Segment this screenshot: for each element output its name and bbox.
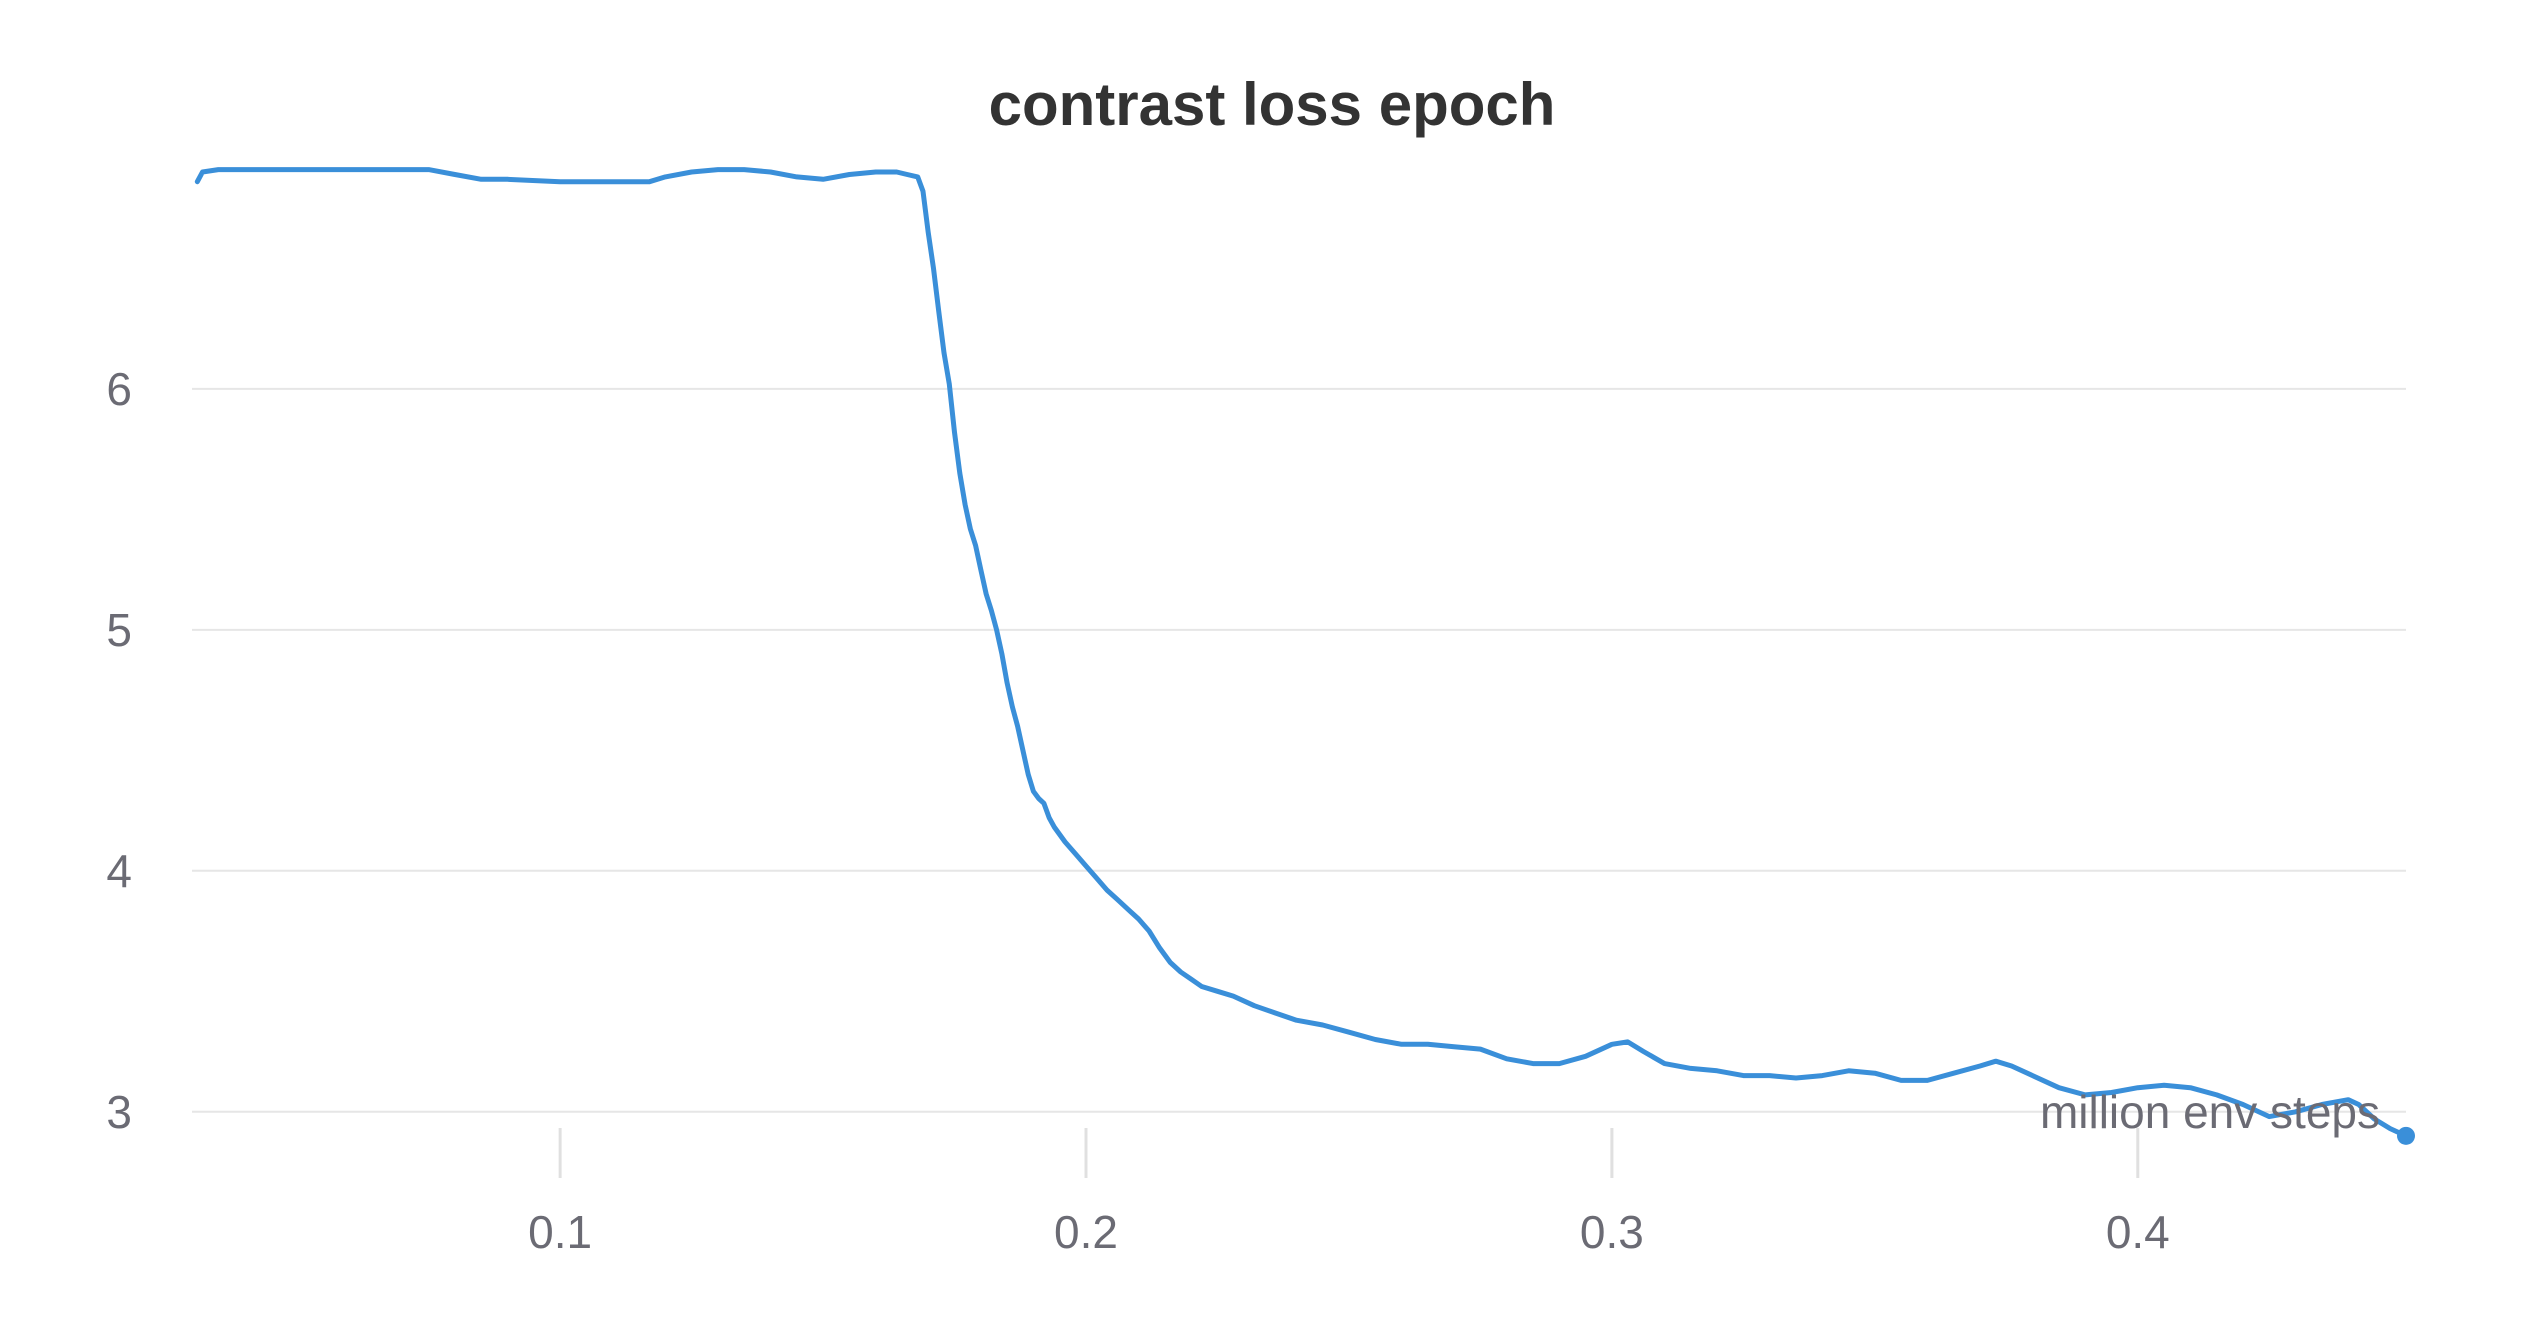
series-group xyxy=(194,167,2415,1145)
y-tick-label: 4 xyxy=(106,845,132,897)
x-axis: 0.1 0.2 0.3 0.4 xyxy=(528,1128,2170,1258)
x-tick-label: 0.4 xyxy=(2106,1206,2170,1258)
y-tick-label: 6 xyxy=(106,363,132,415)
grid-lines xyxy=(192,387,2406,1113)
x-tick-label: 0.3 xyxy=(1580,1206,1644,1258)
x-tick-label: 0.1 xyxy=(528,1206,592,1258)
y-tick-label: 5 xyxy=(106,604,132,656)
y-axis: 3 4 5 6 xyxy=(106,363,132,1138)
y-tick-label: 3 xyxy=(106,1086,132,1138)
series-line xyxy=(194,167,2409,1139)
x-axis-label: million env steps xyxy=(2040,1086,2380,1138)
x-tick-label: 0.2 xyxy=(1054,1206,1118,1258)
last-point-marker xyxy=(2397,1126,2415,1145)
chart-title: contrast loss epoch xyxy=(989,71,1556,138)
